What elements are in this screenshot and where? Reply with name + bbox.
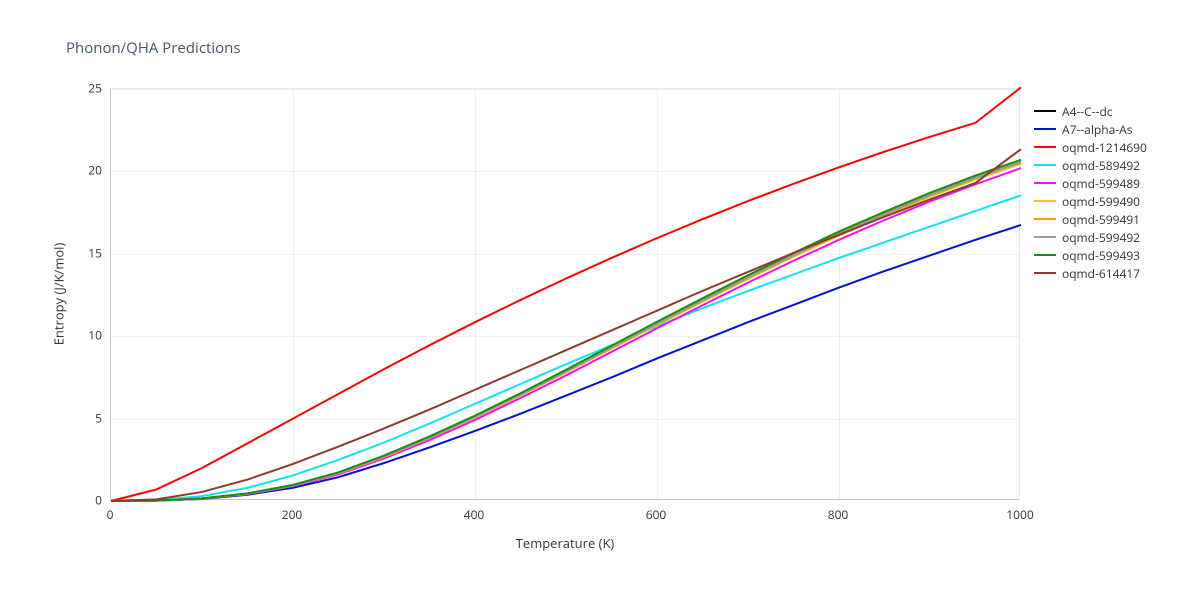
legend-label: oqmd-599493 [1062, 247, 1140, 264]
y-tick-label: 25 [0, 80, 102, 97]
legend-item[interactable]: oqmd-599492 [1034, 228, 1147, 246]
legend-item[interactable]: oqmd-589492 [1034, 156, 1147, 174]
series-line[interactable] [111, 87, 1021, 501]
series-line[interactable] [111, 168, 1021, 501]
legend-label: oqmd-589492 [1062, 157, 1140, 174]
y-tick-label: 15 [0, 244, 102, 261]
series-line[interactable] [111, 149, 1021, 501]
legend-label: oqmd-599491 [1062, 211, 1140, 228]
x-axis-label: Temperature (K) [110, 534, 1020, 552]
x-tick-label: 1000 [1006, 506, 1033, 523]
x-tick-label: 600 [646, 506, 667, 523]
legend-item[interactable]: oqmd-614417 [1034, 264, 1147, 282]
legend-swatch [1034, 128, 1056, 130]
y-tick-label: 5 [0, 409, 102, 426]
chart-title: Phonon/QHA Predictions [66, 38, 241, 58]
legend-label: oqmd-599490 [1062, 193, 1140, 210]
legend-swatch [1034, 236, 1056, 238]
legend-label: A4--C--dc [1062, 103, 1113, 120]
plot-area [110, 88, 1020, 500]
legend-swatch [1034, 218, 1056, 220]
legend-item[interactable]: A7--alpha-As [1034, 120, 1147, 138]
legend-swatch [1034, 146, 1056, 148]
legend-swatch [1034, 272, 1056, 274]
y-tick-label: 10 [0, 327, 102, 344]
legend-label: oqmd-1214690 [1062, 139, 1147, 156]
legend-swatch [1034, 200, 1056, 202]
series-line[interactable] [111, 225, 1021, 501]
legend-item[interactable]: A4--C--dc [1034, 102, 1147, 120]
x-tick-label: 200 [282, 506, 303, 523]
legend-item[interactable]: oqmd-1214690 [1034, 138, 1147, 156]
x-tick-label: 800 [828, 506, 849, 523]
legend-label: oqmd-599489 [1062, 175, 1140, 192]
y-tick-label: 20 [0, 162, 102, 179]
legend-item[interactable]: oqmd-599491 [1034, 210, 1147, 228]
series-line[interactable] [111, 160, 1021, 501]
legend-item[interactable]: oqmd-599493 [1034, 246, 1147, 264]
legend: A4--C--dcA7--alpha-Asoqmd-1214690oqmd-58… [1034, 102, 1147, 282]
x-tick-label: 400 [464, 506, 485, 523]
legend-label: A7--alpha-As [1062, 121, 1132, 138]
line-chart-svg [111, 89, 1019, 499]
legend-swatch [1034, 254, 1056, 256]
series-line[interactable] [111, 195, 1021, 501]
legend-item[interactable]: oqmd-599490 [1034, 192, 1147, 210]
legend-item[interactable]: oqmd-599489 [1034, 174, 1147, 192]
x-tick-label: 0 [107, 506, 114, 523]
legend-label: oqmd-599492 [1062, 229, 1140, 246]
legend-swatch [1034, 182, 1056, 184]
legend-swatch [1034, 164, 1056, 166]
legend-label: oqmd-614417 [1062, 265, 1140, 282]
y-tick-label: 0 [0, 492, 102, 509]
legend-swatch [1034, 110, 1056, 112]
y-axis-label: Entropy (J/K/mol) [48, 88, 68, 500]
